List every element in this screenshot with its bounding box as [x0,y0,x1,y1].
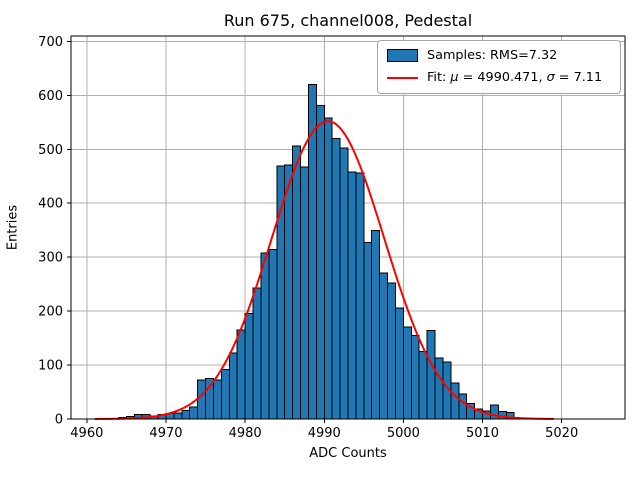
histogram-bar [418,351,428,420]
histogram-bar [434,357,444,420]
histogram-bar [315,105,325,420]
y-tick-label: 200 [38,305,63,320]
histogram-bars [117,84,515,420]
histogram-bar [292,145,302,420]
histogram-bar [426,330,436,420]
x-tick-label: 4980 [229,426,262,441]
histogram-bar [244,312,254,420]
y-axis-label: Entries [5,204,21,251]
histogram-bar [212,379,222,420]
axes-spines [70,35,626,420]
histogram-bar [268,249,278,420]
y-tick-label: 700 [38,35,63,50]
histogram-bar [458,393,468,420]
histogram-bar [339,147,349,420]
histogram-bar [228,352,238,420]
figure-title: Run 675, channel008, Pedestal [223,11,473,30]
histogram-bar [307,84,317,420]
histogram-bar [410,334,420,420]
histogram-bar [394,307,404,420]
histogram-bar [331,137,341,420]
fit-curve [94,120,554,420]
histogram-bar [323,117,333,420]
histogram-bar [252,287,262,420]
histogram-bar [489,404,499,420]
y-tick-label: 300 [38,251,63,266]
x-tick-label: 4970 [149,426,182,441]
y-tick-label: 500 [38,143,63,158]
legend-fit-line [387,76,418,79]
histogram-bar [355,172,365,420]
x-tick-label: 5000 [387,426,420,441]
histogram-bar [347,171,357,420]
histogram-bar [260,252,270,420]
legend: Samples: RMS=7.32 Fit: μ = 4990.471, σ =… [377,40,621,94]
histogram-bar [284,164,294,420]
legend-entry-samples: Samples: RMS=7.32 [387,47,611,64]
histogram-bar [220,368,230,420]
x-axis-label: ADC Counts [309,446,387,461]
y-tick-label: 0 [55,413,63,428]
legend-samples-label: Samples: RMS=7.32 [427,48,558,63]
histogram-bar [173,412,183,420]
y-tick-label: 600 [38,89,63,104]
histogram-bar [189,406,199,420]
y-tick-label: 100 [38,359,63,374]
histogram-bar [402,326,412,420]
histogram-bar [371,230,381,420]
histogram-bar [236,329,246,420]
histogram-bar [197,379,207,420]
histogram-bar [363,242,373,420]
x-tick-label: 4960 [70,426,103,441]
histogram-bar [450,382,460,420]
x-tick-label: 4990 [308,426,341,441]
histogram-bar [379,272,389,420]
histogram-bar [181,409,191,420]
histogram-bar [387,282,396,420]
x-tick-label: 5010 [466,426,499,441]
histogram-bar [300,166,309,420]
x-tick-label: 5020 [545,426,578,441]
legend-fit-label: Fit: μ = 4990.471, σ = 7.11 [427,70,603,85]
y-tick-label: 400 [38,197,63,212]
legend-samples-swatch [387,49,418,62]
legend-entry-fit: Fit: μ = 4990.471, σ = 7.11 [387,69,611,86]
axis-ticks [67,40,563,423]
tick-labels: 4960 4970 4980 4990 5000 5010 5020 0 100 200 300 40… [38,35,578,441]
